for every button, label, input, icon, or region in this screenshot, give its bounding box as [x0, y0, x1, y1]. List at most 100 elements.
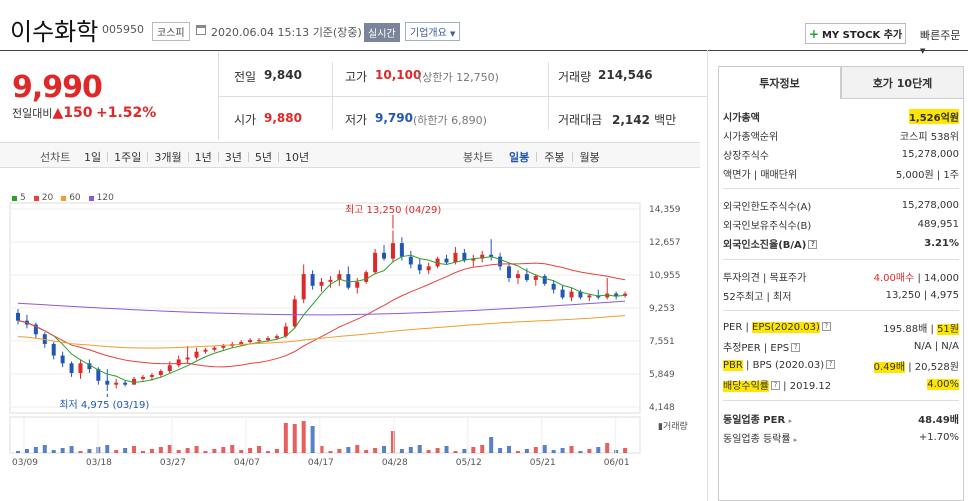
volume-bar	[24, 449, 29, 453]
period-button-0[interactable]: 1일	[84, 151, 102, 164]
volume-bar	[355, 445, 360, 453]
volume-bar	[489, 437, 494, 453]
candle-body	[390, 243, 395, 259]
volume-bar	[319, 446, 324, 453]
y-tick-label: 9,253	[649, 304, 675, 314]
volume-bar	[596, 447, 601, 453]
candle-body	[471, 258, 476, 261]
volume-bar	[239, 450, 244, 453]
realtime-badge[interactable]: 실시간	[364, 23, 400, 42]
candlestick-chart[interactable]: 14,359 12,657 10,955 9,253 7,551 5,849 4,148 최고…	[0, 195, 700, 501]
y-tick-label: 7,551	[649, 337, 675, 347]
help-icon[interactable]: ?	[791, 343, 801, 352]
pbr-row: PBR | BPS (2020.03)? 0.49배 | 20,528원	[723, 359, 959, 373]
y-tick-label: 14,359	[649, 205, 681, 215]
volume-label: 거래량	[558, 70, 592, 84]
candle-body	[265, 338, 270, 341]
company-info-dropdown[interactable]: 기업개요 ▼	[405, 22, 461, 41]
candle-body	[239, 342, 244, 344]
candle-chart-button[interactable]: 봉차트	[463, 151, 494, 164]
volume-bar	[560, 448, 565, 453]
volume-bar	[435, 448, 440, 453]
candle-body	[248, 340, 253, 343]
volume-bar	[480, 445, 485, 453]
prev-close-label: 전일	[234, 70, 257, 84]
candle-body	[96, 369, 101, 381]
high-label: 고가	[345, 70, 368, 84]
candle-body	[292, 299, 297, 327]
period-button-2[interactable]: 3개월	[154, 151, 182, 164]
volume-bar	[203, 451, 208, 453]
legend-item-60[interactable]: 60	[61, 193, 81, 203]
candle-body	[319, 281, 324, 286]
candle-body	[587, 295, 592, 298]
low-value: 9,790	[375, 111, 413, 125]
volume-value: 214,546	[598, 68, 653, 82]
volume-label: ▮거래량	[658, 420, 688, 432]
volume-bar	[542, 445, 547, 453]
candle-body	[123, 382, 128, 385]
candle-body	[417, 264, 422, 271]
mystock-add-button[interactable]: + MY STOCK 추가	[805, 23, 906, 44]
volume-bar	[16, 451, 20, 453]
candle-body	[623, 293, 628, 296]
tab-quote-10[interactable]: 호가 10단계	[841, 66, 964, 99]
volume-bar	[283, 423, 288, 453]
candle-body	[310, 274, 315, 286]
candle-body	[524, 274, 529, 280]
candle-body	[16, 312, 20, 321]
volume-bar	[42, 445, 47, 453]
tab-invest-info[interactable]: 투자정보	[718, 66, 841, 99]
volume-bar	[167, 445, 172, 453]
volume-bar	[328, 451, 333, 453]
candle-body	[221, 345, 226, 348]
period-button-6[interactable]: 10년	[285, 151, 310, 164]
candle-period-button-0[interactable]: 일봉	[509, 151, 530, 164]
legend-item-120[interactable]: 120	[88, 193, 114, 203]
volume-plot-frame	[9, 416, 641, 454]
help-icon[interactable]: ?	[826, 360, 836, 369]
par-row: 액면가 | 매매단위 5,000원 | 1주	[723, 169, 959, 181]
volume-bar	[337, 449, 342, 453]
volume-bar	[265, 451, 270, 453]
candle-body	[408, 256, 413, 265]
amount-label: 거래대금	[558, 113, 603, 127]
volume-bar	[390, 431, 395, 453]
line-chart-button[interactable]: 선차트	[40, 151, 71, 164]
low-label: 저가	[345, 113, 368, 127]
candle-body	[462, 252, 467, 261]
volume-bar	[194, 446, 199, 453]
legend-item-5[interactable]: 5	[12, 193, 26, 203]
period-button-3[interactable]: 1년	[194, 151, 212, 164]
volume-bar	[587, 449, 592, 453]
candle-body	[560, 289, 565, 298]
help-icon[interactable]: ?	[771, 381, 780, 390]
candle-body	[399, 243, 404, 257]
volume-bar	[408, 447, 413, 453]
candle-period-button-2[interactable]: 월봉	[579, 151, 600, 164]
period-button-4[interactable]: 3년	[224, 151, 242, 164]
volume-bar	[515, 451, 520, 453]
candle-body	[105, 380, 110, 385]
volume-bar	[507, 446, 512, 453]
legend-item-20[interactable]: 20	[33, 193, 53, 203]
volume-bar	[578, 451, 583, 453]
help-icon[interactable]: ?	[821, 322, 831, 331]
high-annotation: 최고 13,250 (04/29)	[345, 204, 441, 216]
candle-period-button-1[interactable]: 주봉	[544, 151, 565, 164]
period-button-1[interactable]: 1주일	[114, 151, 142, 164]
volume-bar	[176, 450, 181, 453]
chevron-down-icon: ▼	[920, 47, 926, 55]
candle-body	[364, 272, 369, 282]
candle-body	[533, 276, 538, 280]
help-icon[interactable]: ?	[808, 240, 818, 249]
quick-order-link[interactable]: 빠른주문 ▼	[920, 29, 961, 55]
volume-bar	[230, 445, 235, 453]
candle-body	[507, 266, 512, 279]
period-button-5[interactable]: 5년	[254, 151, 272, 164]
candle-body	[274, 336, 279, 339]
candle-body	[489, 254, 494, 257]
candle-body	[158, 371, 163, 375]
legend-swatch	[12, 195, 17, 201]
est-row: 추정PER | EPS? N/A | N/A	[723, 340, 959, 354]
